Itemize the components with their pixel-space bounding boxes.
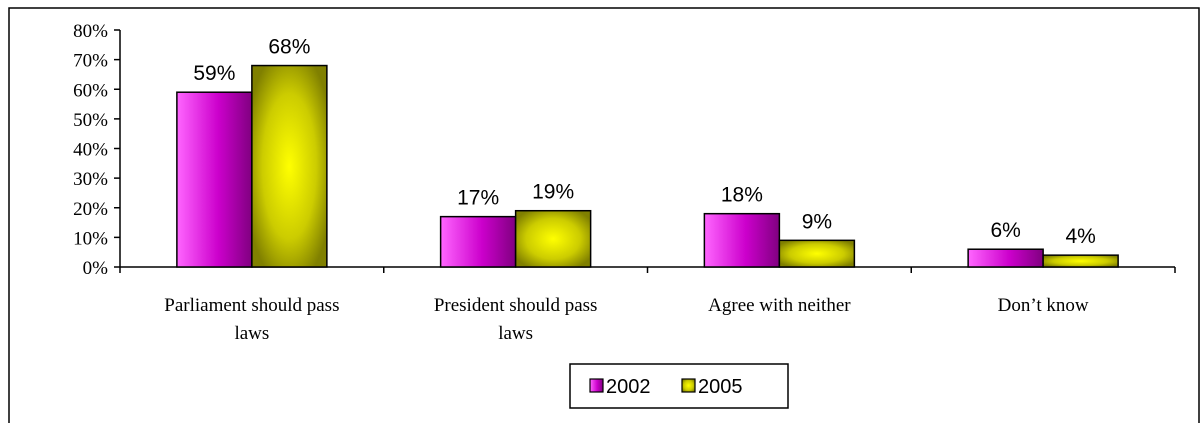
- data-labels: 59% 68% 17% 19% 18% 9% 6% 4%: [193, 36, 1095, 249]
- data-label: 6%: [990, 219, 1020, 242]
- bar-2005-2: [778, 239, 856, 268]
- bar-2002-0: [176, 91, 253, 268]
- data-label: 59%: [193, 62, 235, 85]
- y-tick-label: 10%: [73, 228, 108, 249]
- category-label: Don’t know: [998, 295, 1089, 316]
- y-tick-label: 20%: [73, 199, 108, 220]
- bar-2005-1: [514, 209, 592, 268]
- data-label: 68%: [268, 36, 310, 59]
- category-label: Agree with neither: [708, 295, 851, 316]
- bar-2005-3: [1042, 254, 1119, 268]
- bar-2005-0: [251, 64, 328, 268]
- y-tick-label: 80%: [73, 21, 108, 42]
- y-tick-label: 50%: [73, 110, 108, 131]
- data-label: 18%: [721, 184, 763, 207]
- bars: [176, 64, 1119, 268]
- legend-swatch-2005: [681, 378, 696, 393]
- y-tick-label: 40%: [73, 140, 108, 161]
- data-label: 9%: [802, 210, 832, 233]
- category-label: President should pass: [434, 295, 598, 316]
- legend-box: [569, 363, 789, 409]
- data-label: 4%: [1065, 225, 1095, 248]
- data-label: 17%: [457, 187, 499, 210]
- data-label: 19%: [532, 181, 574, 204]
- y-tick-label: 60%: [73, 80, 108, 101]
- bar-2002-2: [703, 212, 781, 268]
- y-tick-label: 70%: [73, 51, 108, 72]
- bar-2002-3: [967, 248, 1044, 268]
- legend-swatch-2002: [589, 378, 604, 393]
- legend-label-2005: 2005: [698, 376, 743, 398]
- legend: 2002 2005: [569, 363, 789, 409]
- legend-label-2002: 2002: [606, 376, 651, 398]
- y-tick-label: 30%: [73, 169, 108, 190]
- y-tick-label: 0%: [83, 258, 109, 279]
- category-label: Parliament should pass: [164, 295, 339, 316]
- y-axis: 0% 10% 20% 30% 40% 50% 60% 70% 80%: [73, 21, 121, 279]
- category-labels: Parliament should pass laws President shou…: [164, 295, 1089, 344]
- category-label: laws: [234, 323, 269, 344]
- category-label: laws: [498, 323, 533, 344]
- bar-2002-1: [439, 215, 517, 268]
